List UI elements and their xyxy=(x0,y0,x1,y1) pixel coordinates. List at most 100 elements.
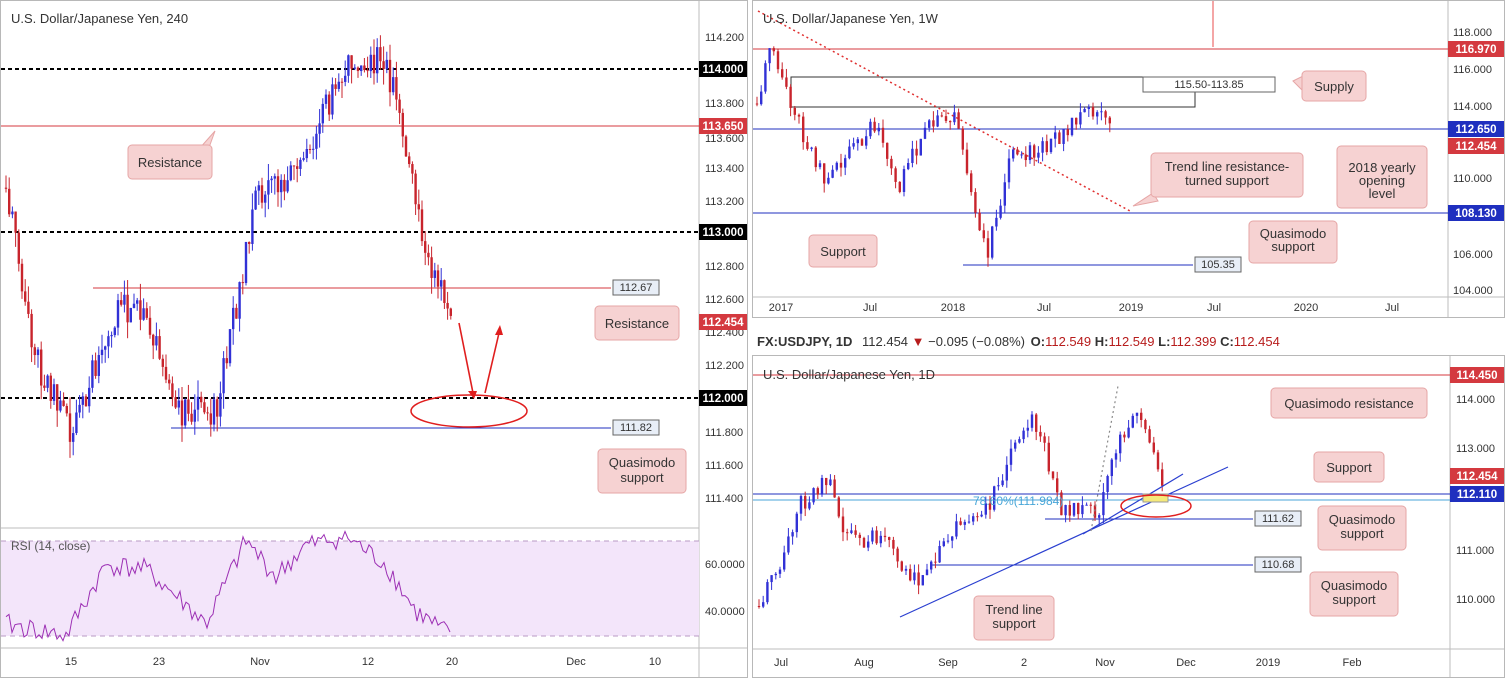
high-label: H: xyxy=(1094,334,1109,349)
rsi-line xyxy=(5,530,451,642)
candle-body xyxy=(856,139,859,144)
candle-body xyxy=(206,412,209,414)
candle-body xyxy=(20,263,24,292)
low-value: 112.399 xyxy=(1170,334,1217,349)
price-tag-label: 112.454 xyxy=(1456,141,1498,153)
candle-body xyxy=(280,179,283,193)
candle-body xyxy=(110,335,113,337)
callout-supply-text: Supply xyxy=(1314,79,1354,94)
time-tick-label: Sep xyxy=(938,657,958,669)
candle-body xyxy=(360,65,363,72)
candle-body xyxy=(113,327,116,336)
candle-body xyxy=(420,209,424,242)
candle-body xyxy=(1152,442,1155,453)
open-value: 112.549 xyxy=(1045,334,1092,349)
h4-chart-svg[interactable]: RSI (14, close) 60.0000 40.0000 Resistan… xyxy=(1,1,747,677)
w1-chart-svg[interactable]: 115.50-113.85 Supply 2018 yearly opening l… xyxy=(753,1,1504,317)
candle-body xyxy=(1100,111,1103,113)
w1-chart-panel[interactable]: 115.50-113.85 Supply 2018 yearly opening l… xyxy=(752,0,1505,318)
candle-body xyxy=(1108,117,1111,124)
candle-body xyxy=(942,541,945,547)
d1-chart-panel[interactable]: 78.60%(111.984) Quasimodo resistance Sup… xyxy=(752,355,1505,678)
d1-price-ticks: 114.000 113.000 111.000 110.000 xyxy=(1456,394,1495,606)
fib-target-ellipse xyxy=(1120,494,1192,518)
candle-body xyxy=(376,47,379,74)
callout-yearly-line3: level xyxy=(1369,186,1396,201)
candle-body xyxy=(1014,442,1017,449)
time-tick-label: Feb xyxy=(1343,657,1362,669)
price-tick-label: 112.800 xyxy=(705,261,744,273)
candle-body xyxy=(911,148,914,163)
candle-body xyxy=(1064,505,1067,516)
candle-body xyxy=(862,537,866,548)
candle-body xyxy=(14,211,17,233)
candle-body xyxy=(993,486,996,510)
candle-body xyxy=(881,127,885,143)
candle-body xyxy=(812,488,815,503)
candle-body xyxy=(366,70,369,72)
candle-body xyxy=(1033,145,1036,158)
candle-body xyxy=(1009,448,1013,465)
fib-target-zone xyxy=(1142,493,1169,503)
candle-body xyxy=(1020,154,1023,156)
price-tag-label: 112.110 xyxy=(1457,489,1497,501)
level-callout-box xyxy=(1254,510,1302,527)
price-tag xyxy=(1450,468,1504,484)
candle-body xyxy=(1123,434,1126,438)
time-tick-label: 15 xyxy=(65,656,77,668)
candle-body xyxy=(768,48,771,64)
candle-body xyxy=(212,399,216,425)
candle-body xyxy=(997,485,1000,487)
candle-body xyxy=(797,114,801,117)
price-tick-label: 113.200 xyxy=(705,196,744,208)
candle-body xyxy=(337,81,340,89)
candle-body xyxy=(1047,442,1050,472)
d1-chart-svg[interactable]: 78.60%(111.984) Quasimodo resistance Sup… xyxy=(753,356,1504,677)
candle-body xyxy=(772,48,775,52)
candle-body xyxy=(436,270,440,287)
candle-body xyxy=(902,169,906,192)
callout-quasimodo-line2: support xyxy=(620,470,664,485)
candle-body xyxy=(900,561,903,571)
candle-body xyxy=(785,77,788,87)
supply-zone-label-box xyxy=(1142,76,1276,93)
price-change: −0.095 (−0.08%) xyxy=(928,334,1026,349)
price-tick-label: 112.600 xyxy=(705,294,744,306)
price-tag xyxy=(699,118,747,134)
candle-body xyxy=(1156,452,1160,470)
candle-body xyxy=(318,123,321,134)
h4-chart-panel[interactable]: RSI (14, close) 60.0000 40.0000 Resistan… xyxy=(0,0,748,678)
candle-body xyxy=(873,121,876,132)
candle-body xyxy=(1039,431,1042,437)
price-tag-label: 113.000 xyxy=(703,227,744,239)
level-callout-label: 112.67 xyxy=(620,282,653,294)
candle-body xyxy=(81,396,84,405)
time-tick-label: Jul xyxy=(1385,302,1399,314)
candle-body xyxy=(203,402,206,413)
h4-price-tags: 114.000 113.650 113.000 112.67 112.454 112.00… xyxy=(612,61,747,436)
candle-body xyxy=(1007,158,1011,183)
candle-body xyxy=(139,300,142,320)
candle-body xyxy=(984,503,987,515)
time-tick-label: 2 xyxy=(1021,657,1027,669)
candle-body xyxy=(802,116,805,143)
candle-body xyxy=(986,238,990,258)
candle-body xyxy=(17,232,20,264)
candle-body xyxy=(222,358,225,394)
candle-body xyxy=(825,477,828,486)
h4-callouts: Resistance Resistance Quasimodo support xyxy=(127,130,687,494)
candle-body xyxy=(382,61,385,69)
time-tick-label: 10 xyxy=(649,656,661,668)
candle-body xyxy=(312,148,315,150)
candle-body xyxy=(949,120,952,123)
supply-zone-label: 115.50-113.85 xyxy=(1174,79,1243,91)
candle-body xyxy=(974,192,977,213)
candle-body xyxy=(909,568,912,581)
candle-body xyxy=(917,572,920,586)
price-tag-label: 112.000 xyxy=(703,393,744,405)
candle-body xyxy=(991,226,994,258)
candle-body xyxy=(331,84,334,115)
price-tick-label: 104.000 xyxy=(1453,285,1493,297)
candle-body xyxy=(940,115,943,117)
candle-body xyxy=(235,307,238,319)
